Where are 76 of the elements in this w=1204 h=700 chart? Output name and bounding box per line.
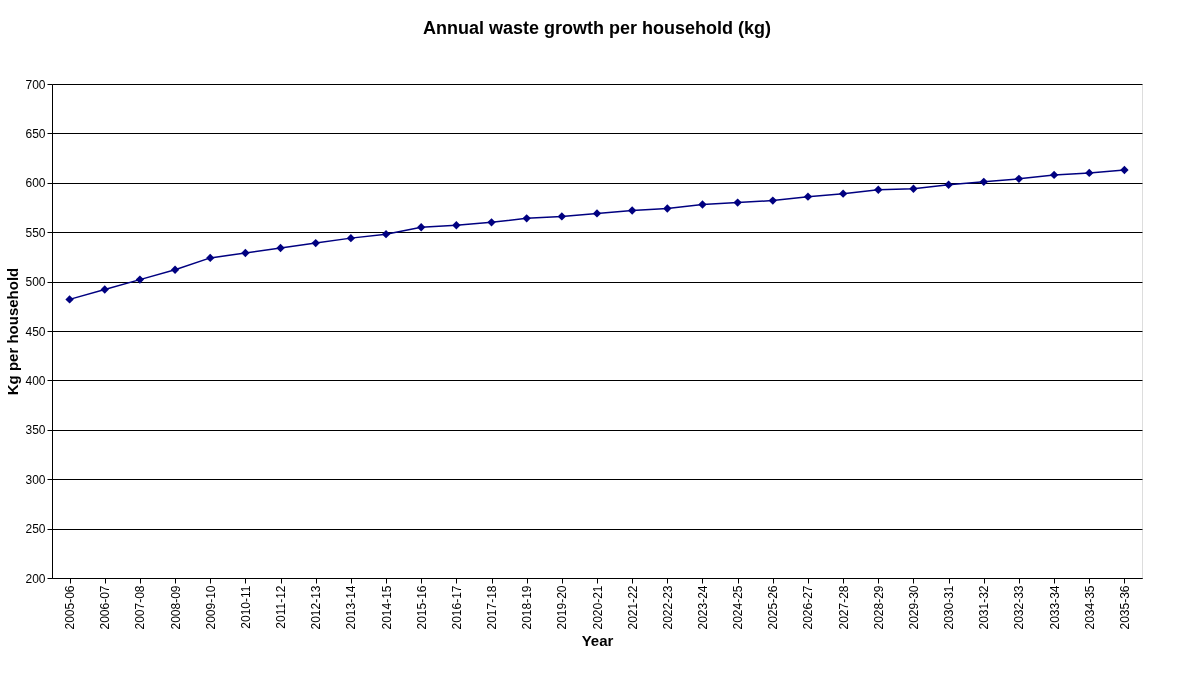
y-tick-label: 650 [25,126,46,141]
x-tick-label: 2015-16 [414,585,429,630]
x-tick-label: 2022-23 [660,585,675,630]
x-tick-label: 2027-28 [836,585,851,630]
point [557,212,567,221]
point [733,198,742,207]
y-tick-label: 450 [25,324,46,339]
point [838,189,848,198]
point [522,214,531,223]
point [663,204,672,213]
point [381,229,391,239]
point [627,206,637,215]
point [592,209,602,218]
x-tick-label: 2026-27 [801,585,816,630]
y-tick-label: 200 [25,571,46,586]
x-tick-label: 2012-13 [309,585,324,630]
y-tick-label: 500 [25,275,46,290]
x-tick-label: 2016-17 [449,585,464,630]
y-tick-label: 600 [25,176,46,191]
x-tick-label: 2034-35 [1082,585,1097,630]
point [1014,174,1024,184]
point [170,265,180,274]
point [768,196,777,205]
chart-title: Annual waste growth per household (kg) [422,18,772,38]
y-tick-label: 300 [25,472,46,487]
point [135,275,145,284]
x-tick-label: 2033-34 [1047,585,1062,630]
point [487,218,496,227]
x-tick-label: 2005-06 [63,585,78,630]
point [1049,170,1059,180]
point [100,285,109,294]
point [803,192,813,201]
x-tick-label: 2032-33 [1012,585,1027,630]
point [311,238,320,248]
point [346,233,356,243]
y-tick-label: 350 [25,423,46,438]
y-tick-label: 550 [25,225,46,240]
x-tick-label: 2025-26 [766,585,781,630]
point [874,185,883,194]
x-tick-label: 2028-29 [871,585,886,630]
x-tick-label: 2020-21 [590,585,605,630]
point [1120,165,1129,175]
point [452,221,461,230]
x-tick-label: 2019-20 [555,585,570,630]
point [65,295,74,304]
x-tick-label: 2017-18 [485,585,500,630]
x-tick-label: 2010-11 [238,585,253,629]
x-tick-label: 2006-07 [98,585,113,630]
point [909,184,918,193]
x-tick-label: 2009-10 [203,585,218,630]
point [1085,168,1094,178]
x-tick-label: 2024-25 [731,585,746,630]
y-tick-label: 250 [25,522,46,537]
point [944,180,953,189]
x-axis-title: Year [581,631,614,649]
x-tick-label: 2011-12 [274,585,289,629]
point [979,177,988,186]
x-tick-label: 2029-30 [906,585,921,630]
y-tick-label: 700 [25,77,46,92]
point [241,248,250,258]
x-tick-label: 2013-14 [344,585,359,630]
x-tick-label: 2035-36 [1117,585,1132,630]
x-tick-label: 2031-32 [977,585,992,630]
point [698,200,707,209]
x-tick-label: 2023-24 [695,585,710,630]
x-tick-label: 2030-31 [942,585,957,630]
point [276,243,285,253]
x-tick-label: 2014-15 [379,585,394,630]
x-tick-label: 2008-09 [168,585,183,630]
x-tick-label: 2018-19 [520,585,535,630]
y-axis-title: Kg per household [4,267,22,396]
y-tick-label: 400 [25,373,46,388]
point [417,223,426,232]
point [206,253,215,263]
x-tick-label: 2007-08 [133,585,148,630]
x-tick-label: 2021-22 [625,585,640,630]
